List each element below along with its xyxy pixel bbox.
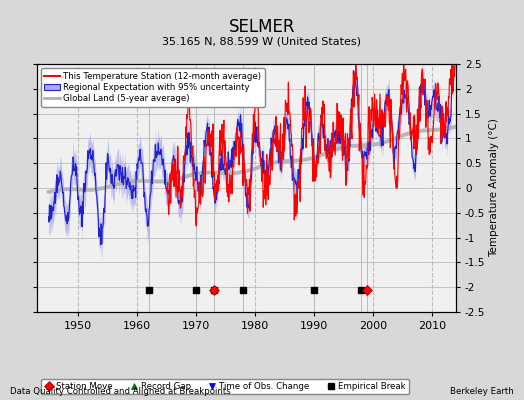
Text: Data Quality Controlled and Aligned at Breakpoints: Data Quality Controlled and Aligned at B…: [10, 387, 231, 396]
Text: Berkeley Earth: Berkeley Earth: [450, 387, 514, 396]
Legend: Station Move, Record Gap, Time of Obs. Change, Empirical Break: Station Move, Record Gap, Time of Obs. C…: [41, 379, 409, 394]
Y-axis label: Temperature Anomaly (°C): Temperature Anomaly (°C): [489, 118, 499, 258]
Text: 35.165 N, 88.599 W (United States): 35.165 N, 88.599 W (United States): [162, 36, 362, 46]
Text: SELMER: SELMER: [229, 18, 295, 36]
